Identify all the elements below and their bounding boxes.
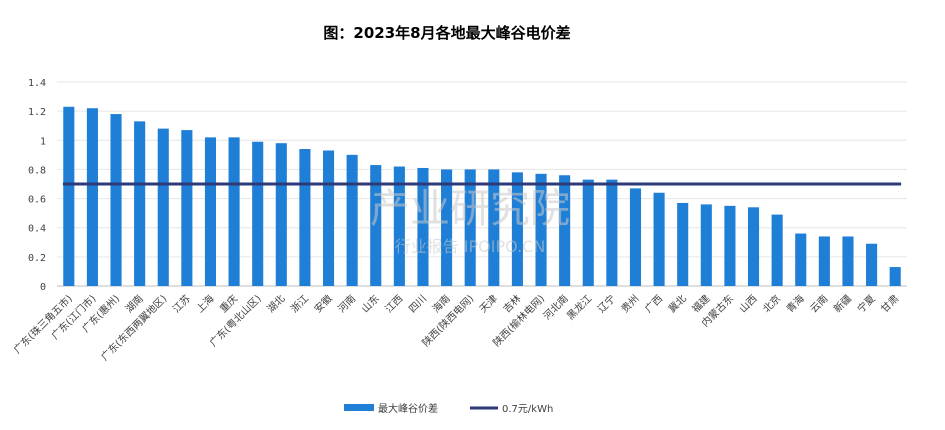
bar [322,150,335,286]
bar [724,205,736,286]
bar [488,169,500,286]
x-category-label: 辽宁 [595,292,618,315]
x-category-label: 江西 [383,293,406,316]
bar [252,141,264,286]
bar [157,128,169,286]
bar [629,188,642,286]
x-category-label: 广西 [643,293,666,316]
bar [134,121,146,286]
bar [559,175,571,286]
y-tick-label: 1 [40,136,46,147]
x-category-label: 新疆 [831,292,854,315]
bar [204,137,217,286]
bar [86,108,98,286]
bar [346,154,358,286]
bar-series [63,106,901,287]
bar [110,114,122,286]
x-category-label: 安徽 [311,292,334,315]
bar [700,204,712,286]
bar [889,267,901,286]
x-category-label: 北京 [760,292,783,315]
x-category-label: 河北南 [540,292,570,322]
legend-swatch-bars [344,404,374,411]
bar [535,173,547,286]
bar [795,233,807,286]
x-category-label: 浙江 [288,293,311,316]
bar [866,243,878,286]
watermark: 产业研究院 行业报告 IPOIPO.CN [370,186,570,256]
y-tick-label: 0 [40,282,46,293]
y-tick-label: 0.4 [28,224,46,235]
x-category-label: 云南 [807,292,830,315]
bar [677,202,689,286]
bar [582,179,594,286]
bar [771,214,783,286]
watermark-site: 行业报告 IPOIPO.CN [395,237,546,256]
bar [417,167,429,286]
bar [63,106,75,287]
y-tick-label: 0.6 [28,195,46,206]
bar [441,169,453,286]
watermark-brand: 产业研究院 [370,186,570,232]
bar [228,137,240,286]
bar [393,166,405,286]
bar [299,149,311,286]
bar [747,207,760,286]
bar [464,169,476,286]
bar [370,165,382,286]
x-category-label: 四川 [407,293,429,315]
bar [275,143,287,286]
bar [511,172,523,286]
bar [653,192,665,286]
y-tick-label: 0.2 [28,253,46,264]
x-category-label: 山东 [359,292,382,315]
x-category-label: 宁夏 [854,292,877,315]
legend-label-bars: 最大峰谷价差 [378,402,438,415]
x-category-label: 冀北 [665,292,688,315]
x-category-label: 青海 [784,292,807,315]
legend: 最大峰谷价差 0.7元/kWh [344,402,553,415]
x-category-label: 天津 [477,293,500,316]
bar [181,130,193,286]
bar [818,236,830,286]
y-tick-label: 1.4 [28,78,46,89]
x-category-label: 贵州 [618,292,641,315]
x-category-label: 甘肃 [878,292,901,315]
y-tick-label: 0.8 [28,165,46,176]
grid-lines [57,81,907,287]
bar [842,236,854,286]
y-axis-ticks: 0 0.2 0.4 0.6 0.8 1 1.2 1.4 [28,78,46,293]
x-category-label: 河南 [335,292,358,315]
bar [606,179,618,286]
x-category-label: 上海 [193,292,216,315]
chart-title: 图：2023年8月各地最大峰谷电价差 [323,24,570,42]
x-category-label: 黑龙江 [564,292,594,322]
x-category-label: 山西 [737,293,760,316]
x-category-label: 湖北 [265,293,288,316]
y-tick-label: 1.2 [28,107,46,118]
x-category-label: 江苏 [170,292,193,315]
legend-label-reference: 0.7元/kWh [502,404,553,415]
